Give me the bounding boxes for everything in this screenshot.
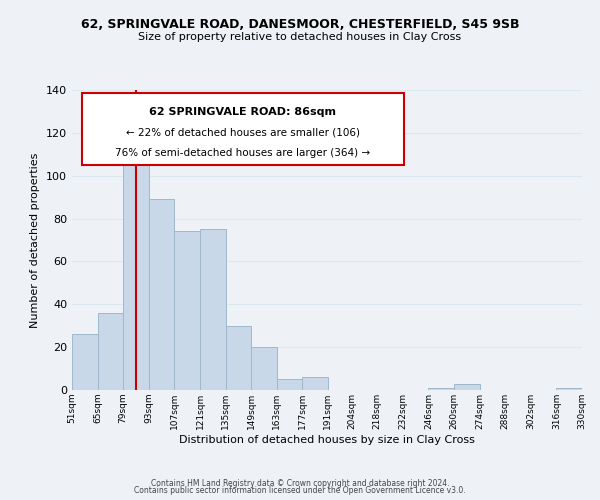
Text: ← 22% of detached houses are smaller (106): ← 22% of detached houses are smaller (10… [126, 128, 360, 138]
Bar [302, 377, 328, 390]
Bar [200, 230, 226, 390]
Text: 62, SPRINGVALE ROAD, DANESMOOR, CHESTERFIELD, S45 9SB: 62, SPRINGVALE ROAD, DANESMOOR, CHESTERF… [81, 18, 519, 30]
Bar [123, 137, 149, 390]
Text: 76% of semi-detached houses are larger (364) →: 76% of semi-detached houses are larger (… [115, 148, 370, 158]
Bar [556, 388, 582, 390]
Bar [175, 232, 200, 390]
Text: Contains public sector information licensed under the Open Government Licence v3: Contains public sector information licen… [134, 486, 466, 495]
Text: Contains HM Land Registry data © Crown copyright and database right 2024.: Contains HM Land Registry data © Crown c… [151, 478, 449, 488]
Y-axis label: Number of detached properties: Number of detached properties [31, 152, 40, 328]
Text: Size of property relative to detached houses in Clay Cross: Size of property relative to detached ho… [139, 32, 461, 42]
Bar [428, 388, 454, 390]
Bar [72, 334, 98, 390]
Bar [454, 384, 479, 390]
Bar [251, 347, 277, 390]
X-axis label: Distribution of detached houses by size in Clay Cross: Distribution of detached houses by size … [179, 434, 475, 444]
Bar [149, 200, 175, 390]
Bar [226, 326, 251, 390]
Bar [98, 313, 123, 390]
Text: 62 SPRINGVALE ROAD: 86sqm: 62 SPRINGVALE ROAD: 86sqm [149, 107, 337, 117]
FancyBboxPatch shape [82, 93, 404, 165]
Bar [277, 380, 302, 390]
